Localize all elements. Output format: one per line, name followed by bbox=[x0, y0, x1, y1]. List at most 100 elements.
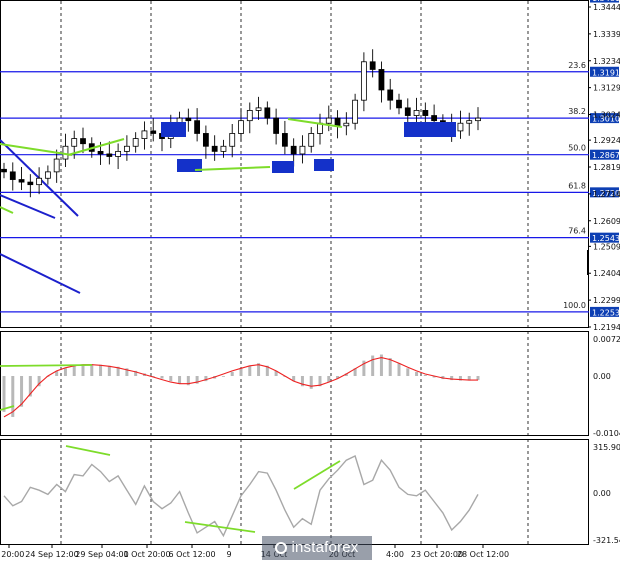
macd-bar bbox=[151, 376, 155, 377]
candle bbox=[413, 97, 420, 124]
candle-body bbox=[255, 107, 262, 111]
macd-bar bbox=[371, 355, 375, 376]
macd-bar bbox=[458, 376, 462, 381]
candle-body bbox=[334, 117, 341, 127]
vertical-gridlines bbox=[60, 1, 529, 544]
candle-body bbox=[36, 177, 43, 186]
candle-body bbox=[466, 120, 473, 124]
candle-body bbox=[44, 171, 51, 179]
divergence-lines bbox=[0, 118, 343, 533]
y-tick-label: 1.3444 bbox=[593, 3, 620, 12]
candle-body bbox=[18, 179, 25, 183]
candle bbox=[202, 125, 209, 159]
price-tag bbox=[590, 0, 619, 3]
x-tick-label: 23 Oct 20:00 bbox=[411, 550, 463, 559]
candle-body bbox=[325, 117, 332, 124]
candle-body bbox=[211, 145, 218, 152]
candle-body bbox=[71, 138, 78, 147]
macd-bar bbox=[274, 370, 278, 376]
price-tag-label: 1.3191 bbox=[592, 68, 620, 77]
macd-bar bbox=[72, 365, 76, 376]
macd-tick-label: 0.00 bbox=[593, 372, 611, 381]
candle bbox=[53, 149, 60, 183]
cci-path bbox=[3, 455, 479, 538]
macd-bar bbox=[107, 365, 111, 376]
macd-bar bbox=[309, 376, 313, 389]
candle bbox=[36, 167, 43, 195]
macd-bar bbox=[265, 365, 269, 376]
y-tick-label: 1.3129 bbox=[593, 84, 620, 93]
macd-bar bbox=[169, 376, 173, 382]
watermark: instaforex bbox=[262, 536, 372, 560]
x-tick-label: 6 Oct 12:00 bbox=[168, 550, 215, 559]
candle-body bbox=[422, 110, 429, 116]
candle-body bbox=[299, 145, 306, 155]
price-tag-label: 1.2253 bbox=[592, 308, 620, 317]
candle-body bbox=[308, 133, 315, 147]
candle bbox=[299, 135, 306, 164]
macd-panel bbox=[0, 331, 589, 436]
candle bbox=[106, 141, 113, 165]
y-tick-label: 1.2194 bbox=[593, 323, 620, 332]
price-tag bbox=[590, 187, 619, 198]
y-tick-label: 1.2404 bbox=[593, 269, 620, 278]
candle bbox=[141, 121, 148, 150]
candle bbox=[229, 123, 236, 158]
macd-bar bbox=[327, 376, 331, 383]
macd-bar bbox=[160, 376, 164, 379]
macd-bar bbox=[37, 376, 41, 387]
macd-bar bbox=[11, 376, 15, 417]
candle-body bbox=[1, 168, 7, 173]
y-tick-label: 1.2819 bbox=[593, 163, 620, 172]
x-tick-label: 1 Oct 20:00 bbox=[123, 550, 170, 559]
candle bbox=[457, 110, 464, 139]
x-tick-label: 9 bbox=[226, 550, 231, 559]
candle-body bbox=[352, 99, 359, 124]
macd-bar bbox=[379, 354, 383, 376]
price-tag-label: 1.3010 bbox=[592, 115, 620, 124]
x-tick-label: 29 Sep 04:00 bbox=[75, 550, 128, 559]
macd-bar bbox=[467, 376, 471, 381]
candle bbox=[9, 162, 16, 191]
price-axis: 1.3444 1.3339 1.3234 1.3129 1.3024 1.2924 1.28… bbox=[587, 3, 620, 545]
candle-body bbox=[202, 133, 209, 147]
candle bbox=[352, 93, 359, 130]
candle-body bbox=[229, 133, 236, 147]
y-tick-label: 1.3339 bbox=[593, 30, 620, 39]
candle bbox=[115, 143, 122, 170]
candle-body bbox=[475, 117, 481, 122]
macd-bar bbox=[397, 363, 401, 376]
cci-line bbox=[3, 455, 479, 538]
candle bbox=[246, 102, 253, 134]
macd-bar bbox=[186, 376, 190, 386]
divergence-line bbox=[0, 405, 15, 411]
candle-body bbox=[343, 122, 350, 127]
macd-bar bbox=[90, 364, 94, 376]
macd-bar bbox=[125, 368, 129, 376]
candle bbox=[378, 61, 385, 103]
macd-bar bbox=[432, 376, 436, 378]
fractal-markers bbox=[161, 122, 456, 173]
divergence-line bbox=[287, 118, 343, 128]
candle-body bbox=[246, 110, 253, 122]
divergence-line bbox=[67, 138, 125, 156]
divergence-line bbox=[0, 364, 93, 367]
candle-body bbox=[290, 145, 297, 155]
candle-body bbox=[281, 133, 288, 147]
candle bbox=[194, 108, 201, 142]
candle-body bbox=[238, 120, 244, 134]
x-tick-label: 24 Sep 12:00 bbox=[25, 550, 78, 559]
candle-body bbox=[194, 120, 201, 134]
candle bbox=[273, 108, 280, 145]
cci-tick-label: -321.5479 bbox=[593, 536, 620, 545]
price-tag-label: 1.3481 bbox=[592, 0, 620, 3]
candle-body bbox=[457, 122, 464, 132]
candle-body bbox=[106, 153, 113, 157]
macd-bar bbox=[300, 376, 304, 387]
macd-bar bbox=[116, 366, 120, 376]
fractal-marker bbox=[404, 122, 456, 137]
macd-tick-label: 0.00723 bbox=[593, 335, 620, 344]
candle bbox=[150, 118, 157, 142]
